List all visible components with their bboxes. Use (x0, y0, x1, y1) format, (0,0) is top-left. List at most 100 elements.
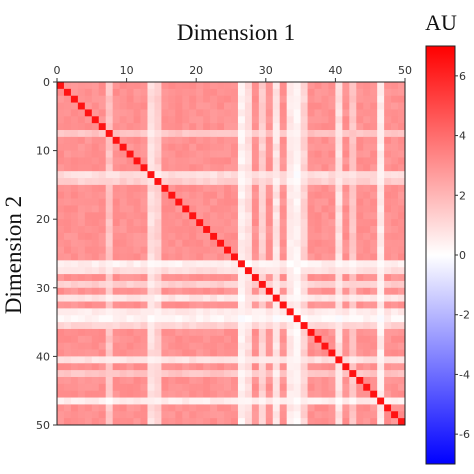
heatmap-cell (265, 267, 274, 275)
heatmap-cell (398, 349, 406, 357)
heatmap-cell (168, 150, 176, 158)
heatmap-cell (119, 246, 127, 254)
heatmap-cell (168, 178, 176, 186)
heatmap-cell (112, 356, 120, 364)
heatmap-cell (161, 274, 169, 282)
heatmap-cell (265, 198, 274, 206)
heatmap-cell (286, 191, 294, 199)
heatmap-cell (175, 397, 183, 405)
heatmap-cell (98, 171, 107, 179)
heatmap-cell (244, 88, 253, 97)
heatmap-cell (98, 267, 107, 275)
heatmap-cell (328, 363, 336, 371)
heatmap-cell (342, 178, 350, 186)
heatmap-cell (244, 232, 253, 241)
heatmap-cell (300, 315, 308, 323)
heatmap-cell (182, 178, 190, 186)
heatmap-cell (363, 205, 371, 213)
heatmap-cell (370, 116, 378, 124)
heatmap-cell (140, 328, 148, 337)
heatmap-cell (384, 301, 392, 309)
heatmap-cell (307, 418, 315, 426)
heatmap-cell (119, 376, 127, 385)
heatmap-cell (126, 239, 134, 247)
heatmap-cell (84, 397, 93, 405)
heatmap-cell (307, 184, 315, 193)
heatmap-cell (335, 102, 343, 110)
heatmap-cell (293, 335, 301, 344)
heatmap-cell (84, 191, 93, 199)
heatmap-cell (84, 349, 93, 357)
heatmap-cell (119, 301, 127, 309)
heatmap-cell (133, 287, 141, 296)
heatmap-cell (57, 109, 65, 117)
heatmap-cell (196, 260, 204, 268)
heatmap-cell (140, 349, 148, 357)
heatmap-cell (356, 246, 364, 254)
heatmap-cell (363, 130, 371, 138)
heatmap-cell (356, 88, 364, 97)
heatmap-cell (349, 294, 357, 302)
heatmap-cell (168, 260, 176, 268)
heatmap-cell (161, 205, 169, 213)
heatmap-cell (258, 260, 267, 268)
heatmap-cell (84, 418, 93, 426)
heatmap-cell (112, 376, 120, 385)
heatmap-cell (57, 226, 65, 234)
heatmap-cell (377, 82, 385, 90)
heatmap-cell (57, 253, 65, 261)
heatmap-cell (300, 383, 308, 392)
heatmap-cell (349, 95, 357, 103)
heatmap-cell (168, 102, 176, 110)
heatmap-cell (272, 178, 281, 186)
heatmap-cell (279, 335, 288, 344)
heatmap-cell (307, 219, 315, 227)
heatmap-cell (70, 267, 79, 275)
heatmap-cell (398, 411, 406, 419)
heatmap-cell (314, 212, 322, 220)
heatmap-cell (231, 150, 239, 158)
heatmap-cell (237, 390, 246, 398)
heatmap-cell (217, 157, 225, 165)
heatmap-cell (91, 82, 100, 90)
heatmap-cell (210, 370, 218, 378)
heatmap-cell (105, 171, 114, 179)
heatmap-cell (210, 219, 218, 227)
heatmap-cell (328, 109, 336, 117)
heatmap-cell (307, 342, 315, 350)
heatmap-cell (126, 95, 134, 103)
heatmap-cell (342, 219, 350, 227)
heatmap-cell (293, 178, 301, 186)
heatmap-cell (217, 370, 225, 378)
heatmap-cell (175, 253, 183, 261)
heatmap-cell (98, 383, 107, 392)
heatmap-cell (328, 226, 336, 234)
heatmap-cell (154, 88, 162, 97)
heatmap-cell (398, 232, 406, 241)
heatmap-cell (154, 390, 162, 398)
heatmap-cell (293, 184, 301, 193)
heatmap-cell (384, 280, 392, 289)
heatmap-cell (237, 301, 246, 309)
heatmap-cell (126, 294, 134, 302)
heatmap-cell (168, 171, 176, 179)
heatmap-cell (217, 356, 225, 364)
heatmap-cell (258, 274, 267, 282)
heatmap-cell (321, 184, 329, 193)
heatmap-cell (140, 136, 148, 145)
heatmap-cell (203, 246, 211, 254)
heatmap-cell (98, 226, 107, 234)
heatmap-cell (314, 157, 322, 165)
heatmap-cell (126, 356, 134, 364)
heatmap-cell (91, 315, 100, 323)
heatmap-cell (265, 88, 274, 97)
heatmap-cell (70, 82, 79, 90)
heatmap-cell (175, 260, 183, 268)
heatmap-cell (182, 205, 190, 213)
heatmap-cell (147, 418, 155, 426)
heatmap-cell (119, 212, 127, 220)
heatmap-cell (265, 287, 274, 296)
heatmap-cell (91, 418, 100, 426)
heatmap-cell (237, 322, 246, 330)
heatmap-cell (293, 212, 301, 220)
